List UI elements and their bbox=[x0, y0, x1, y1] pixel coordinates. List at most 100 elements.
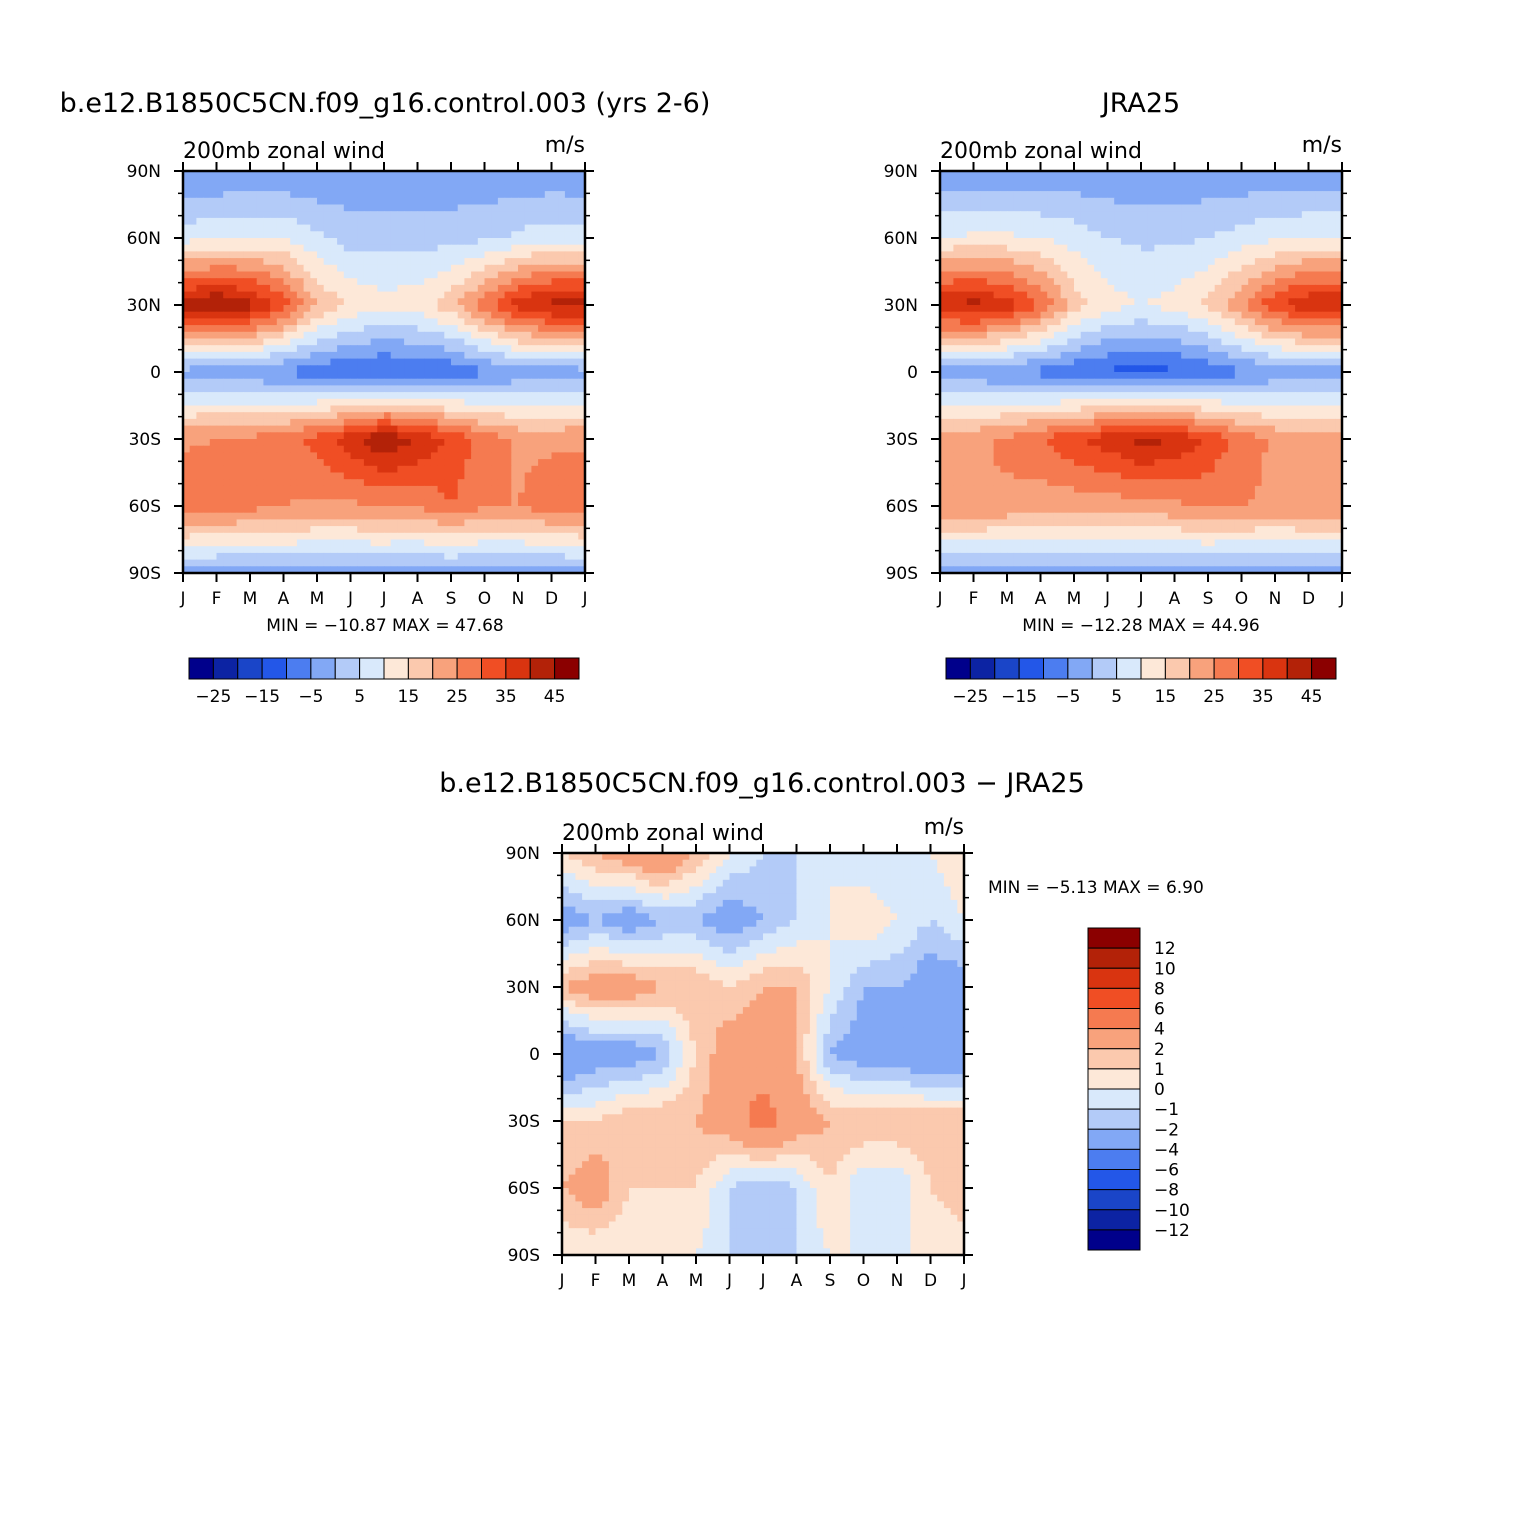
heatmap-cell bbox=[250, 231, 257, 238]
heatmap-cell bbox=[243, 272, 250, 279]
heatmap-cell bbox=[1041, 211, 1048, 218]
heatmap-cell bbox=[357, 272, 364, 279]
heatmap-cell bbox=[444, 359, 451, 366]
heatmap-cell bbox=[485, 560, 492, 567]
heatmap-cell bbox=[217, 238, 224, 245]
heatmap-cell bbox=[243, 251, 250, 258]
heatmap-cell bbox=[1288, 258, 1295, 265]
heatmap-cell bbox=[478, 205, 485, 212]
heatmap-cell bbox=[243, 352, 250, 359]
heatmap-cell bbox=[351, 258, 358, 265]
heatmap-cell bbox=[297, 325, 304, 332]
heatmap-cell bbox=[491, 359, 498, 366]
heatmap-cell bbox=[1041, 191, 1048, 198]
heatmap-cell bbox=[994, 178, 1001, 185]
heatmap-cell bbox=[1309, 272, 1316, 279]
heatmap-cell bbox=[485, 265, 492, 272]
heatmap-cell bbox=[317, 298, 324, 305]
heatmap-cell bbox=[558, 379, 565, 386]
heatmap-cell bbox=[223, 178, 230, 185]
heatmap-cell bbox=[491, 184, 498, 191]
heatmap-cell bbox=[424, 459, 431, 466]
heatmap-cell bbox=[317, 406, 324, 413]
heatmap-cell bbox=[1041, 292, 1048, 299]
heatmap-cell bbox=[277, 439, 284, 446]
heatmap-cell bbox=[1302, 292, 1309, 299]
heatmap-cell bbox=[243, 499, 250, 506]
heatmap-cell bbox=[558, 553, 565, 560]
heatmap-cell bbox=[364, 560, 371, 567]
heatmap-cell bbox=[545, 292, 552, 299]
heatmap-cell bbox=[351, 526, 358, 533]
heatmap-cell bbox=[237, 365, 244, 372]
heatmap-cell bbox=[552, 513, 559, 520]
heatmap-cell bbox=[1081, 218, 1088, 225]
heatmap-cell bbox=[210, 352, 217, 359]
heatmap-cell bbox=[1201, 198, 1208, 205]
heatmap-cell bbox=[250, 473, 257, 480]
heatmap-cell bbox=[974, 298, 981, 305]
heatmap-cell bbox=[310, 560, 317, 567]
heatmap-cell bbox=[438, 546, 445, 553]
heatmap-cell bbox=[330, 345, 337, 352]
heatmap-cell bbox=[1168, 191, 1175, 198]
heatmap-cell bbox=[310, 205, 317, 212]
heatmap-cell bbox=[351, 392, 358, 399]
heatmap-cell bbox=[565, 292, 572, 299]
heatmap-cell bbox=[1154, 184, 1161, 191]
heatmap-cell bbox=[270, 352, 277, 359]
heatmap-cell bbox=[464, 466, 471, 473]
heatmap-cell bbox=[217, 278, 224, 285]
heatmap-cell bbox=[572, 379, 579, 386]
heatmap-cell bbox=[1148, 285, 1155, 292]
heatmap-cell bbox=[357, 339, 364, 346]
heatmap-cell bbox=[203, 231, 210, 238]
heatmap-cell bbox=[270, 540, 277, 547]
heatmap-cell bbox=[538, 298, 545, 305]
heatmap-cell bbox=[344, 372, 351, 379]
heatmap-cell bbox=[290, 499, 297, 506]
heatmap-cell bbox=[384, 184, 391, 191]
heatmap-cell bbox=[250, 546, 257, 553]
heatmap-cell bbox=[558, 191, 565, 198]
heatmap-cell bbox=[1154, 245, 1161, 252]
heatmap-cell bbox=[324, 365, 331, 372]
heatmap-cell bbox=[525, 526, 532, 533]
heatmap-cell bbox=[1242, 272, 1249, 279]
heatmap-cell bbox=[304, 205, 311, 212]
heatmap-cell bbox=[444, 372, 451, 379]
heatmap-cell bbox=[1329, 225, 1336, 232]
heatmap-cell bbox=[337, 412, 344, 419]
heatmap-cell bbox=[304, 292, 311, 299]
heatmap-cell bbox=[505, 560, 512, 567]
heatmap-cell bbox=[1302, 218, 1309, 225]
heatmap-cell bbox=[391, 339, 398, 346]
heatmap-cell bbox=[304, 251, 311, 258]
heatmap-cell bbox=[1329, 272, 1336, 279]
heatmap-cell bbox=[1007, 305, 1014, 312]
heatmap-cell bbox=[1208, 272, 1215, 279]
heatmap-cell bbox=[250, 553, 257, 560]
heatmap-cell bbox=[217, 506, 224, 513]
heatmap-cell bbox=[1020, 251, 1027, 258]
heatmap-cell bbox=[531, 372, 538, 379]
heatmap-cell bbox=[351, 178, 358, 185]
heatmap-cell bbox=[1007, 251, 1014, 258]
heatmap-cell bbox=[538, 459, 545, 466]
heatmap-cell bbox=[471, 452, 478, 459]
heatmap-cell bbox=[270, 318, 277, 325]
heatmap-cell bbox=[572, 526, 579, 533]
heatmap-cell bbox=[511, 439, 518, 446]
heatmap-cell bbox=[960, 198, 967, 205]
heatmap-cell bbox=[1054, 184, 1061, 191]
heatmap-cell bbox=[572, 365, 579, 372]
heatmap-cell bbox=[444, 292, 451, 299]
heatmap-cell bbox=[257, 305, 264, 312]
heatmap-cell bbox=[485, 432, 492, 439]
heatmap-cell bbox=[1134, 211, 1141, 218]
heatmap-cell bbox=[538, 479, 545, 486]
heatmap-cell bbox=[196, 325, 203, 332]
heatmap-cell bbox=[1175, 245, 1182, 252]
heatmap-cell bbox=[444, 446, 451, 453]
heatmap-cell bbox=[243, 399, 250, 406]
